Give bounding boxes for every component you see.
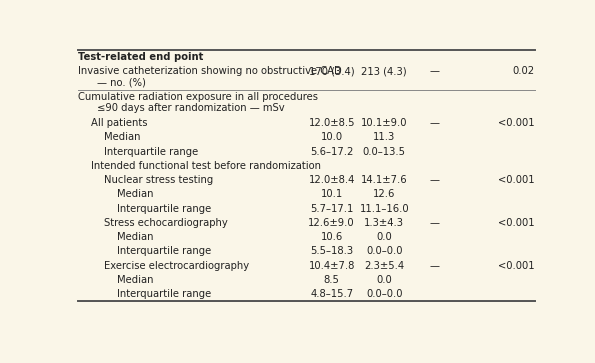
Text: Interquartile range: Interquartile range [117, 246, 211, 256]
Text: 4.8–15.7: 4.8–15.7 [310, 289, 353, 299]
Text: 10.4±7.8: 10.4±7.8 [308, 261, 355, 271]
Text: 170 (3.4): 170 (3.4) [309, 66, 355, 76]
Text: Test-related end point: Test-related end point [78, 52, 203, 62]
Text: 12.6: 12.6 [373, 189, 396, 199]
Text: Exercise electrocardiography: Exercise electrocardiography [104, 261, 249, 271]
Text: Median: Median [117, 275, 154, 285]
Text: <0.001: <0.001 [498, 218, 534, 228]
Text: 213 (4.3): 213 (4.3) [361, 66, 407, 76]
Text: 5.6–17.2: 5.6–17.2 [310, 147, 353, 156]
Text: 1.3±4.3: 1.3±4.3 [364, 218, 404, 228]
Text: Invasive catheterization showing no obstructive CAD: Invasive catheterization showing no obst… [78, 66, 342, 76]
Text: 8.5: 8.5 [324, 275, 340, 285]
Text: 0.02: 0.02 [512, 66, 534, 76]
Text: 10.0: 10.0 [321, 132, 343, 142]
Text: 5.7–17.1: 5.7–17.1 [310, 204, 353, 213]
Text: 12.0±8.5: 12.0±8.5 [308, 118, 355, 128]
Text: All patients: All patients [91, 118, 148, 128]
Text: — no. (%): — no. (%) [96, 77, 145, 87]
Text: Intended functional test before randomization: Intended functional test before randomiz… [91, 161, 321, 171]
Text: Interquartile range: Interquartile range [117, 204, 211, 213]
Text: <0.001: <0.001 [498, 175, 534, 185]
Text: 5.5–18.3: 5.5–18.3 [310, 246, 353, 256]
Text: 11.1–16.0: 11.1–16.0 [359, 204, 409, 213]
Text: —: — [430, 66, 440, 76]
Text: 12.0±8.4: 12.0±8.4 [308, 175, 355, 185]
Text: 0.0–13.5: 0.0–13.5 [363, 147, 406, 156]
Text: 0.0–0.0: 0.0–0.0 [366, 246, 402, 256]
Text: Median: Median [117, 189, 154, 199]
Text: —: — [430, 218, 440, 228]
Text: 0.0: 0.0 [377, 275, 392, 285]
Text: 10.1±9.0: 10.1±9.0 [361, 118, 408, 128]
Text: <0.001: <0.001 [498, 261, 534, 271]
Text: Stress echocardiography: Stress echocardiography [104, 218, 228, 228]
Text: Cumulative radiation exposure in all procedures: Cumulative radiation exposure in all pro… [78, 92, 318, 102]
Text: <0.001: <0.001 [498, 118, 534, 128]
Text: 12.6±9.0: 12.6±9.0 [308, 218, 355, 228]
Text: 11.3: 11.3 [373, 132, 395, 142]
Text: Interquartile range: Interquartile range [104, 147, 198, 156]
Text: 14.1±7.6: 14.1±7.6 [361, 175, 408, 185]
Text: 10.1: 10.1 [321, 189, 343, 199]
Text: 2.3±5.4: 2.3±5.4 [364, 261, 405, 271]
Text: 0.0–0.0: 0.0–0.0 [366, 289, 402, 299]
Text: 10.6: 10.6 [321, 232, 343, 242]
Text: ≤90 days after randomization — mSv: ≤90 days after randomization — mSv [96, 103, 284, 113]
Text: Median: Median [117, 232, 154, 242]
Text: Median: Median [104, 132, 140, 142]
Text: 0.0: 0.0 [377, 232, 392, 242]
Text: —: — [430, 261, 440, 271]
Text: Nuclear stress testing: Nuclear stress testing [104, 175, 213, 185]
Text: —: — [430, 175, 440, 185]
Text: —: — [430, 118, 440, 128]
Text: Interquartile range: Interquartile range [117, 289, 211, 299]
